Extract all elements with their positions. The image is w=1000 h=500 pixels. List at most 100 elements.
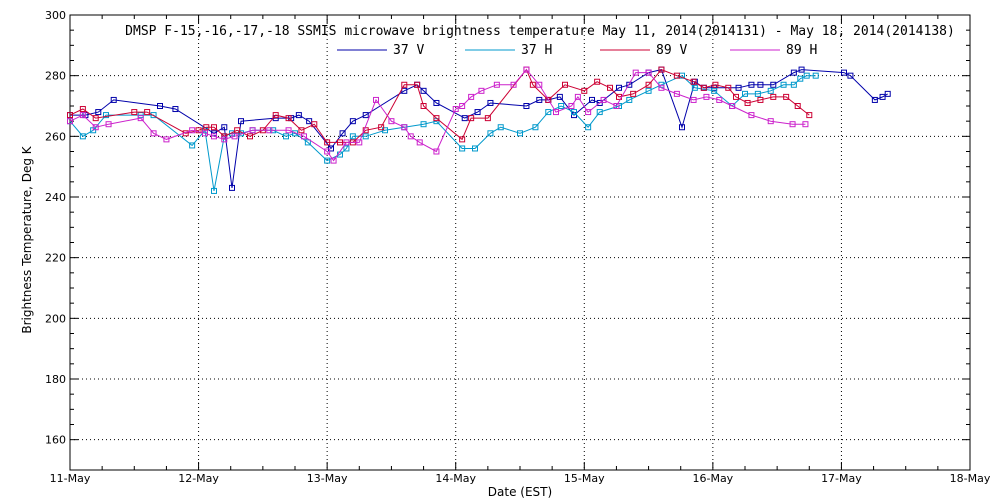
data-point [594,78,601,85]
data-point [748,81,755,88]
data-point [92,115,99,122]
data-point [221,136,228,143]
data-point [295,112,302,119]
data-point [802,121,809,128]
data-point [716,96,723,103]
data-point [733,93,739,100]
data-point [67,118,73,125]
data-point [247,133,253,140]
data-point [523,66,530,73]
y-tick-label: 260 [45,130,66,143]
data-point [131,109,138,116]
legend-label: 89 H [786,43,817,58]
data-point [748,112,755,119]
data-point [401,124,408,131]
data-point [645,69,652,76]
data-point [401,87,408,94]
data-point [690,78,697,85]
data-point [497,124,504,131]
data-point [234,127,241,134]
data-point [767,118,774,125]
data-point [571,109,577,116]
data-point [600,96,607,103]
data-point [700,84,707,91]
data-point [249,127,256,134]
series-89-h [67,66,809,164]
data-point [770,81,777,88]
data-point [884,90,891,97]
data-point [461,115,468,122]
x-tick-label: 13-May [307,472,348,485]
data-point [306,118,313,125]
grid-lines [70,15,970,470]
data-point [468,115,475,122]
series-line [69,68,810,143]
x-tick-label: 11-May [50,472,91,485]
data-point [790,69,797,76]
data-point [349,118,356,125]
data-point [79,133,86,140]
data-point [328,145,334,152]
data-point [362,133,369,140]
data-point [871,96,878,103]
data-point [729,103,736,109]
data-point [420,121,427,128]
data-point [433,148,440,155]
data-point [92,124,99,131]
data-point [238,118,244,125]
data-point [211,133,217,140]
data-point [420,87,427,94]
legend-item: 37 V [337,43,424,58]
data-point [574,93,581,100]
x-axis-label: Date (EST) [488,485,552,499]
series-37-h [67,72,819,194]
y-tick-label: 180 [45,373,66,386]
data-point [339,130,346,137]
data-point [523,103,530,109]
data-point [529,81,536,88]
data-point [487,130,494,137]
data-point [211,187,217,194]
data-point [735,84,742,91]
data-point [510,81,517,88]
data-point [189,142,196,149]
data-point [221,133,228,140]
data-point [790,81,797,88]
data-point [841,69,847,76]
legend-item: 89 V [600,43,687,58]
data-point [266,127,273,134]
data-point [472,145,478,152]
data-point [330,157,337,164]
data-point [195,127,202,134]
series-line [69,68,806,162]
data-point [812,72,819,79]
y-axis: 160 180 200 220 240 260 280 300 [45,9,970,447]
data-point [420,103,427,109]
data-point [879,93,886,100]
data-point [645,87,652,94]
data-point [324,148,331,155]
legend-label: 37 V [393,43,424,58]
data-point [407,133,414,140]
x-tick-label: 17-May [821,472,862,485]
data-point [712,81,719,88]
data-point [767,87,774,94]
data-point [806,112,813,119]
plot-frame [69,14,971,471]
data-point [203,124,210,131]
data-point [626,81,633,88]
data-point [553,109,559,116]
data-point [459,136,466,143]
data-point [493,81,500,88]
data-point [433,115,440,122]
data-point [79,106,86,113]
series-line [70,69,888,188]
data-point [304,139,311,146]
data-point [545,96,552,103]
data-point [137,115,144,122]
data-point [658,84,665,91]
data-point [283,133,289,140]
data-point [301,133,307,140]
data-point [343,139,350,146]
data-point [803,72,810,79]
